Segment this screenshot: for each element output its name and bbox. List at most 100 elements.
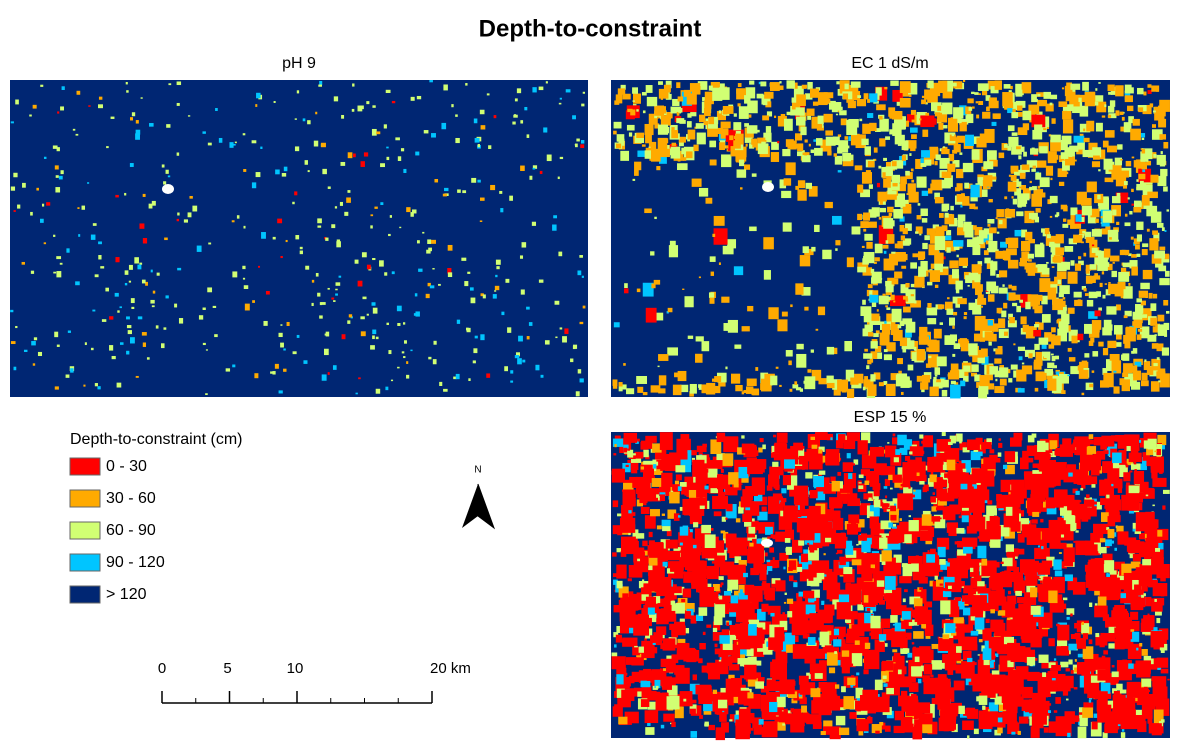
map-cell [721,469,724,473]
map-cell [401,148,404,151]
map-cell [93,223,97,226]
map-cell [990,609,995,613]
map-cell [971,616,976,620]
map-cell [786,162,796,175]
map-cell [702,341,710,351]
map-cell [546,81,548,83]
map-cell [1075,659,1077,662]
map-cell [461,258,466,261]
map-cell [99,97,102,100]
map-cell [954,343,960,349]
map-cell [1075,214,1081,221]
map-cell [480,334,484,340]
map-cell [777,722,785,731]
map-cell [1133,119,1140,126]
map-cell [872,303,876,307]
map-cell [1093,275,1100,279]
map-cell [1098,596,1107,606]
map-cell [232,271,237,277]
map-cell [1067,104,1073,111]
map-cell [871,269,874,273]
map-cell [960,122,967,131]
map-cell [457,320,460,324]
map-cell [1118,441,1125,449]
map-cell [1016,90,1023,97]
map-cell [680,482,687,487]
map-cell [576,391,580,396]
map-cell [1117,240,1119,242]
map-cell [31,271,34,274]
map-cell [258,266,260,268]
map-cell [943,146,945,148]
map-cell [777,319,787,331]
map-cell [1098,82,1100,84]
map-cell [1058,101,1067,107]
map-cell [772,452,775,456]
map-cell [835,156,842,165]
map-cell [946,309,953,315]
map-cell [922,243,927,249]
map-cell [992,176,996,179]
map-cell [660,494,665,501]
map-cell [136,120,139,124]
map-cell [857,185,863,193]
map-cell [1125,222,1131,226]
map-cell [827,150,831,155]
map-cell [300,247,303,249]
map-cell [841,686,846,692]
map-cell [184,219,188,222]
map-cell [139,223,144,228]
map-cell [1075,108,1079,112]
map-cell [715,644,718,648]
map-cell [902,349,906,353]
map-cell [666,540,678,549]
map-cell [683,526,688,533]
map-cell [143,342,146,346]
map-cell [695,354,703,363]
map-cell [1100,283,1103,287]
map-cell [98,104,103,108]
map-cell [529,176,532,180]
map-cell [162,164,165,167]
map-cell [131,307,134,309]
map-cell [1069,152,1073,157]
map-cell [879,217,881,220]
map-cell [66,248,69,252]
map-cell [959,152,962,154]
map-cell [1074,300,1082,306]
map-cell [1113,371,1116,373]
map-cell [710,256,716,262]
map-cell [1103,211,1112,223]
map-cell [56,271,61,277]
map-cell [939,213,944,218]
map-cell [475,336,478,339]
map-cell [974,274,980,282]
map-cell [955,187,960,191]
map-cell [60,106,64,110]
map-cell [1030,635,1041,648]
map-cell [768,487,770,490]
map-cell [679,137,686,143]
map-cell [953,240,963,247]
map-cell [1108,643,1114,648]
map-cell [982,189,988,197]
map-cell [1117,193,1121,198]
map-cell [55,187,60,192]
map-cell [810,89,819,98]
map-cell [1028,254,1034,259]
map-cell [367,265,371,270]
map-cell [897,358,903,364]
map-cell [305,266,309,270]
map-cell [1094,310,1100,316]
map-cell [279,333,283,337]
map-cell [658,138,667,150]
map-cell [580,322,584,324]
map-cell [1062,136,1072,145]
map-cell [723,436,738,452]
map-cell [1100,641,1105,648]
map-cell [125,283,127,285]
map-cell [1050,178,1052,180]
map-cell [1163,300,1168,306]
map-cell [570,359,573,363]
map-cell [558,252,562,257]
